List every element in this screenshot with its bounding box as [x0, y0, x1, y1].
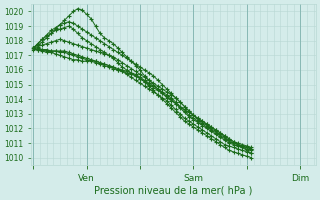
X-axis label: Pression niveau de la mer( hPa ): Pression niveau de la mer( hPa ) [94, 186, 252, 196]
